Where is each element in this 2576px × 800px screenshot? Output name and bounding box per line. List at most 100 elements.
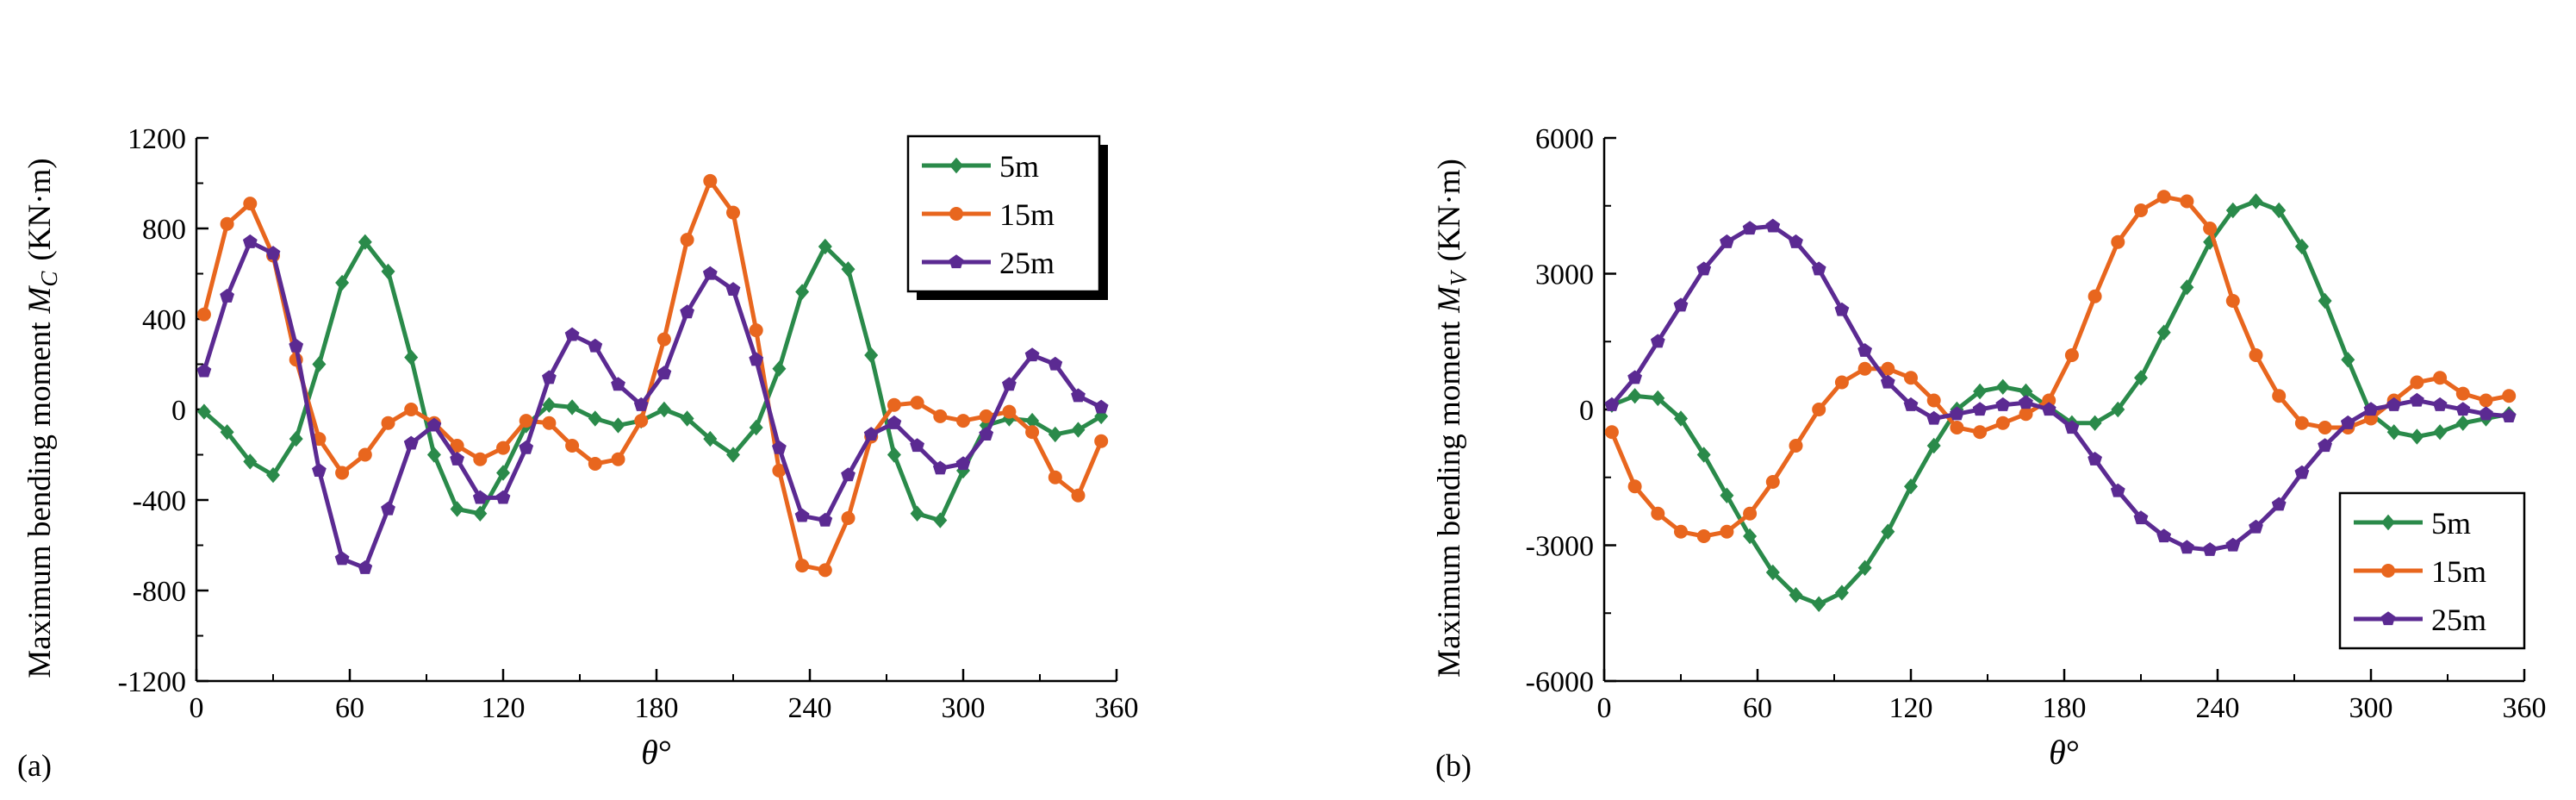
data-point [702, 266, 718, 280]
data-point [1995, 416, 2010, 430]
data-point [656, 366, 672, 380]
series-25m [1604, 218, 2517, 556]
y-tick-label: -6000 [1526, 666, 1594, 698]
data-point [588, 457, 602, 471]
data-point [358, 234, 372, 250]
data-point [404, 349, 419, 366]
data-point [1048, 356, 1063, 371]
data-point [680, 410, 694, 427]
data-point [519, 414, 533, 428]
data-point [2479, 406, 2493, 421]
data-point [956, 462, 970, 479]
data-point [1789, 439, 1803, 453]
data-point [2340, 415, 2355, 429]
x-tick-label: 60 [335, 692, 364, 724]
y-tick-label: 1200 [128, 123, 186, 155]
data-point [1025, 425, 1040, 440]
data-point [1857, 559, 1872, 576]
data-point [2042, 393, 2056, 408]
y-axis-title: Maximum bending moment MC (KN·m) [22, 158, 62, 678]
chart-panel-b: 0 60 120 180 240 300 360 -6000 -3000 0 3000 6000 θ° M… [1432, 123, 2547, 783]
data-point [2180, 279, 2194, 296]
x-tick-label: 60 [1743, 692, 1772, 724]
data-point [1880, 374, 1895, 389]
data-point [289, 338, 304, 353]
y-tick-label: 0 [171, 395, 186, 427]
data-point [496, 465, 510, 481]
data-point [1926, 410, 1942, 425]
data-point [1604, 425, 1619, 440]
data-point [2180, 540, 2194, 554]
legend-marker-25m [949, 254, 964, 269]
data-point [220, 216, 234, 231]
data-point [634, 414, 649, 428]
data-point [1048, 470, 1062, 484]
data-point [1651, 506, 1665, 521]
data-point [1651, 390, 1665, 407]
x-axis-unit: ° [658, 733, 672, 772]
data-point [1789, 587, 1803, 603]
data-point [2294, 238, 2309, 255]
data-point [2479, 393, 2493, 408]
data-point [2386, 424, 2401, 441]
data-point [933, 512, 948, 528]
data-point [1742, 221, 1758, 235]
chart-panel-a: 0 60 120 180 240 300 360 -1200 -800 -400 0 400 800 12… [17, 123, 1139, 783]
data-point [564, 327, 580, 341]
data-point [2318, 421, 2332, 434]
data-point [910, 438, 924, 453]
x-axis-title: θ° [2049, 733, 2080, 772]
data-point [2156, 324, 2171, 341]
data-point [2455, 415, 2470, 431]
data-point [2180, 194, 2194, 209]
data-point [1002, 377, 1017, 391]
legend-label-25m: 25m [999, 246, 1055, 280]
y-axis-unit: (KN·m) [1432, 159, 1467, 261]
data-point [381, 501, 395, 516]
y-axis-label: Maximum bending moment [1432, 321, 1467, 678]
legend-label-15m: 15m [999, 197, 1055, 232]
data-point [841, 511, 856, 525]
data-point [2225, 202, 2240, 219]
data-point [1673, 297, 1689, 312]
x-tick-label: 360 [1095, 692, 1139, 724]
legend-label-25m: 25m [2431, 603, 2486, 637]
y-axis-unit: (KN·m) [22, 158, 58, 260]
data-point [1765, 218, 1781, 233]
data-point [2410, 392, 2424, 407]
data-point [2019, 395, 2033, 409]
data-point [2134, 203, 2148, 217]
x-tick-label: 300 [2349, 692, 2393, 724]
data-point [1903, 397, 1919, 411]
data-point [2134, 370, 2148, 386]
data-point [910, 396, 924, 410]
data-point [2110, 483, 2125, 497]
data-point [1025, 412, 1040, 429]
y-tick-label: 0 [1579, 395, 1594, 427]
data-point [2202, 542, 2218, 556]
legend-marker-15m [949, 207, 963, 221]
data-point [1812, 596, 1826, 612]
x-tick-label: 240 [788, 692, 832, 724]
data-point [2133, 510, 2149, 525]
data-point [542, 397, 557, 413]
y-axis-label: Maximum bending moment [22, 322, 58, 678]
panel-label: (a) [17, 748, 52, 783]
data-point [588, 410, 602, 427]
data-point [473, 452, 488, 466]
series-15m [1604, 190, 2517, 543]
data-point [633, 397, 649, 411]
data-point [2225, 294, 2240, 308]
legend: 5m 15m 25m [906, 134, 1108, 300]
data-point [979, 409, 993, 423]
data-point [726, 447, 740, 463]
data-point [841, 261, 856, 278]
legend-marker-5m [2381, 514, 2395, 531]
data-point [2249, 348, 2263, 362]
data-point [426, 417, 442, 432]
data-point [2271, 497, 2287, 511]
x-axis-unit: ° [2066, 733, 2080, 772]
data-point [1071, 422, 1086, 438]
data-point [450, 501, 464, 517]
